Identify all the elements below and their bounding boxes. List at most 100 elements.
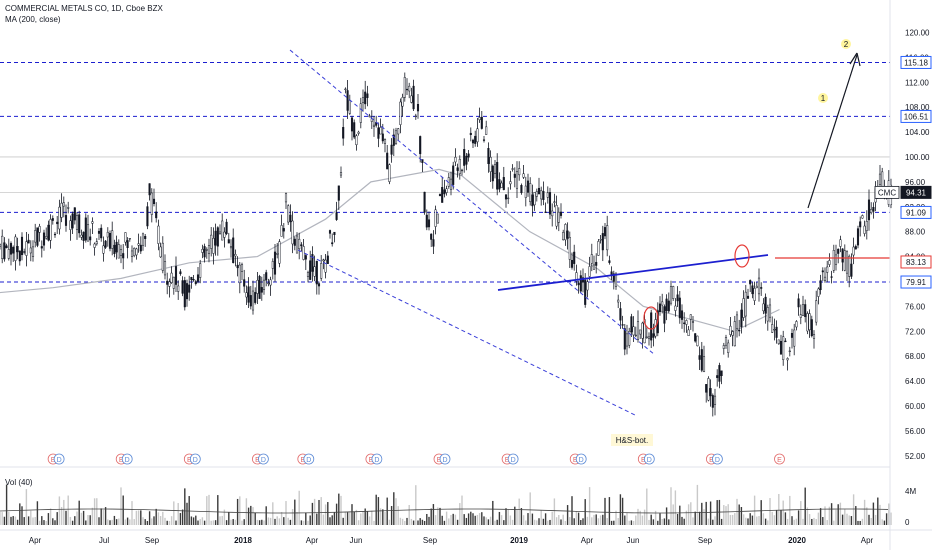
volume-bar xyxy=(593,514,595,525)
volume-bar xyxy=(687,504,690,525)
svg-text:D: D xyxy=(511,457,516,464)
breakout-circle-2[interactable] xyxy=(734,244,750,268)
price-label-tag[interactable]: 94.31 xyxy=(900,185,932,199)
dividend-marker[interactable]: D xyxy=(439,453,451,465)
dividend-marker[interactable]: D xyxy=(575,453,587,465)
price-label-tag[interactable]: 91.09 xyxy=(900,205,932,219)
volume-bar xyxy=(485,517,487,525)
candle-body xyxy=(467,153,470,158)
dividend-marker[interactable]: D xyxy=(643,453,655,465)
volume-bar xyxy=(885,513,888,525)
candle-body xyxy=(271,261,274,269)
candle-body xyxy=(238,264,241,284)
svg-text:79.91: 79.91 xyxy=(906,278,927,287)
volume-bar xyxy=(720,518,723,525)
volume-bar xyxy=(344,512,347,525)
candle-body xyxy=(146,206,149,227)
candle-body xyxy=(223,231,226,238)
candle-body xyxy=(221,220,224,241)
candle-body xyxy=(115,241,118,253)
volume-bar xyxy=(824,506,826,525)
candle-body xyxy=(320,263,323,279)
candle-body xyxy=(746,295,750,299)
volume-bar xyxy=(10,516,12,525)
volume-bar xyxy=(472,513,474,525)
volume-bar xyxy=(190,516,193,525)
candle-body xyxy=(183,280,186,308)
channel-upper-line[interactable] xyxy=(289,49,656,356)
dividend-marker[interactable]: D xyxy=(303,453,315,465)
candle-body xyxy=(850,263,853,277)
target-2-marker[interactable] xyxy=(841,39,851,49)
candle-body xyxy=(722,345,725,349)
breakout-circle-1[interactable] xyxy=(643,306,659,330)
price-label-tag[interactable]: 106.51 xyxy=(900,109,932,123)
target-1-marker[interactable] xyxy=(818,93,828,103)
volume-bar xyxy=(509,515,512,525)
volume-bar xyxy=(146,520,149,525)
volume-bar xyxy=(5,484,8,525)
candle-body xyxy=(258,276,261,299)
candle-body xyxy=(102,245,105,254)
price-label-tag[interactable]: 79.91 xyxy=(900,275,932,289)
events-layer: EEEEEEEEEEEEEDDDDDDDDDDDD xyxy=(47,453,785,465)
candle-body xyxy=(251,290,255,311)
volume-bar xyxy=(78,500,80,525)
candle-body xyxy=(124,232,127,243)
volume-bar xyxy=(463,514,465,525)
projection-arrow[interactable] xyxy=(807,54,858,209)
volume-bar xyxy=(32,517,34,525)
neckline-trendline[interactable] xyxy=(497,254,769,291)
dividend-marker[interactable]: D xyxy=(712,453,723,465)
price-label-tag[interactable]: 115.18 xyxy=(900,55,932,69)
candle-body xyxy=(67,207,70,209)
volume-bar xyxy=(795,518,798,525)
dividend-marker[interactable]: D xyxy=(121,453,133,465)
volume-bar xyxy=(604,497,606,525)
time-tick-label: Jun xyxy=(350,536,363,545)
volume-bar xyxy=(236,498,239,525)
volume-bar xyxy=(531,513,534,525)
volume-bar xyxy=(628,520,630,525)
candle-body xyxy=(434,209,437,227)
price-label-tag[interactable]: 83.13 xyxy=(900,255,932,269)
svg-text:106.51: 106.51 xyxy=(904,112,929,121)
candle-body xyxy=(865,221,868,231)
candle-body xyxy=(522,173,525,178)
dividend-marker[interactable]: D xyxy=(257,453,269,465)
volume-bar xyxy=(742,514,745,525)
candle-body xyxy=(161,242,164,271)
time-tick-label: 2018 xyxy=(234,536,252,545)
volume-bar xyxy=(219,516,221,525)
drawings-layer: 1 2 H&S-bot. xyxy=(289,39,890,446)
dividend-marker[interactable]: D xyxy=(371,453,383,465)
candle-body xyxy=(430,233,433,240)
volume-bar xyxy=(111,519,113,525)
candle-body xyxy=(390,144,393,155)
candle-body xyxy=(386,152,389,170)
dividend-marker[interactable]: D xyxy=(507,453,519,465)
volume-bar xyxy=(305,512,307,525)
volume-bar xyxy=(338,493,340,525)
candle-body xyxy=(790,333,794,338)
candle-body xyxy=(265,272,268,281)
volume-bar xyxy=(830,503,833,525)
volume-bar xyxy=(8,511,10,525)
dividend-marker[interactable]: D xyxy=(53,453,65,465)
earnings-marker[interactable]: E xyxy=(774,453,785,465)
volume-bar xyxy=(223,509,226,525)
volume-bar xyxy=(412,520,415,525)
volume-bar xyxy=(694,511,696,525)
ma-200-line[interactable] xyxy=(0,168,780,332)
volume-bar xyxy=(465,517,468,525)
volume-bar xyxy=(419,518,421,525)
candle-body xyxy=(12,246,15,254)
svg-text:E: E xyxy=(255,457,260,464)
channel-lower-line[interactable] xyxy=(297,249,636,416)
volume-bar xyxy=(258,520,261,525)
candle-body xyxy=(7,249,10,259)
candle-body xyxy=(108,232,112,249)
svg-text:E: E xyxy=(505,457,510,464)
dividend-marker[interactable]: D xyxy=(189,453,201,465)
